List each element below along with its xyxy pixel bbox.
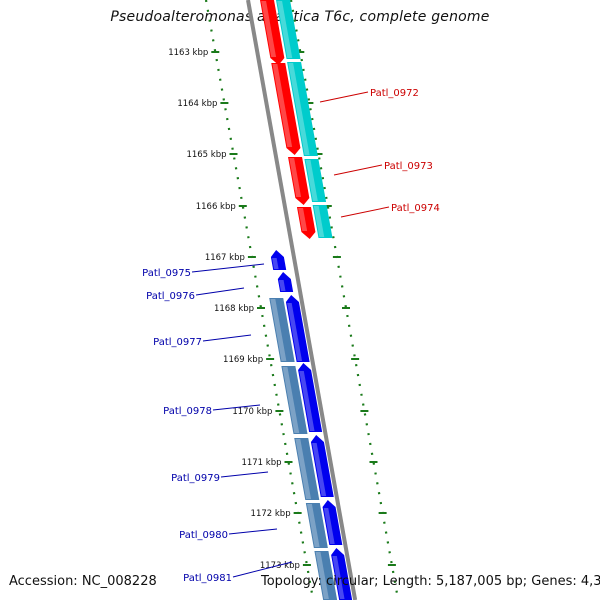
topology-text: Topology: circular; Length: 5,187,005 bp…: [261, 574, 600, 589]
reverse-gene-arrow-highlight: [299, 371, 315, 431]
forward-gene-leader: [333, 164, 383, 176]
reverse-gene-label: Patl_0981: [183, 573, 232, 584]
reverse-cds-block-body: [305, 503, 328, 548]
reverse-cds-block-body: [294, 438, 320, 500]
forward-cds-block-body: [276, 0, 301, 59]
reverse-gene-arrow: [310, 435, 334, 497]
tick-label: 1164 kbp: [177, 99, 217, 109]
tick-label: 1169 kbp: [223, 355, 263, 365]
forward-gene-arrow: [288, 157, 310, 205]
genome-backbone: [246, 0, 358, 600]
forward-gene-arrow-body: [296, 207, 316, 239]
reverse-cds-block: [269, 298, 295, 362]
forward-gene-arrow-highlight: [261, 1, 277, 57]
reverse-cds-block-body: [281, 366, 308, 434]
reverse-gene-arrow: [322, 500, 343, 545]
forward-gene-arrow-body: [271, 63, 301, 155]
reverse-cds-block-body: [314, 551, 338, 600]
reverse-gene-arrow-highlight: [279, 280, 286, 291]
tick-label: 1171 kbp: [241, 458, 281, 468]
forward-cds-block: [304, 159, 327, 202]
reverse-gene-label: Patl_0975: [142, 268, 191, 279]
forward-cds-block-highlight: [305, 160, 318, 201]
reverse-gene-arrow-highlight: [272, 258, 279, 269]
reverse-gene-label: Patl_0979: [171, 473, 220, 484]
forward-gene-arrow-body: [288, 157, 310, 205]
forward-gene-leader: [340, 206, 390, 218]
forward-cds-block: [276, 0, 301, 59]
reverse-cds-block: [294, 438, 320, 500]
tick-label: 1170 kbp: [232, 407, 272, 417]
forward-gene-label: Patl_0972: [370, 88, 419, 99]
reverse-gene-arrow-highlight: [323, 508, 335, 544]
tick-label: 1166 kbp: [196, 202, 236, 212]
forward-cds-block-body: [287, 62, 318, 156]
tick-label: 1167 kbp: [205, 253, 245, 263]
reverse-gene-leader: [228, 528, 278, 535]
tick-label: 1165 kbp: [186, 150, 226, 160]
forward-gene-arrow-highlight: [289, 158, 302, 197]
reverse-gene-leader: [232, 561, 293, 578]
forward-cds-block: [312, 205, 333, 238]
reverse-cds-block-body: [269, 298, 295, 362]
tick-label: 1168 kbp: [214, 304, 254, 314]
reverse-gene-arrow-body: [277, 272, 294, 292]
forward-cds-block-highlight: [277, 1, 293, 58]
genome-title: Pseudoalteromonas atlantica T6c, complet…: [110, 9, 490, 25]
reverse-gene-leader: [202, 334, 252, 342]
reverse-gene-label: Patl_0980: [179, 530, 228, 541]
reverse-cds-block-highlight: [282, 367, 300, 433]
forward-gene-arrow: [271, 63, 301, 155]
forward-cds-block-body: [304, 159, 327, 202]
forward-gene-arrow-highlight: [272, 64, 293, 147]
reverse-cds-block-highlight: [270, 299, 287, 361]
reverse-gene-arrow-highlight: [312, 443, 327, 496]
outer-tick-track: [289, 0, 400, 600]
reverse-cds-block-highlight: [315, 552, 329, 599]
forward-cds-block-body: [312, 205, 333, 238]
reverse-gene-label: Patl_0976: [146, 291, 195, 302]
reverse-gene-arrow-highlight: [332, 556, 345, 599]
accession-text: Accession: NC_008228: [9, 574, 157, 589]
reverse-gene-label: Patl_0978: [163, 406, 212, 417]
reverse-gene-arrow-body: [270, 250, 287, 270]
reverse-gene-arrow: [298, 363, 323, 432]
reverse-cds-block: [305, 503, 328, 548]
reverse-gene-leader: [191, 263, 265, 273]
forward-gene-label: Patl_0973: [384, 161, 433, 172]
reverse-cds-block-highlight: [307, 504, 320, 547]
reverse-gene-arrow: [270, 250, 287, 270]
forward-cds-block-highlight: [288, 63, 310, 155]
tick-label: 1163 kbp: [168, 48, 208, 58]
forward-gene-arrow-highlight: [298, 208, 308, 231]
reverse-gene-arrow: [331, 548, 353, 600]
reverse-gene-arrow-body: [310, 435, 334, 497]
reverse-cds-block: [314, 551, 338, 600]
forward-gene-arrow-body: [260, 0, 285, 65]
reverse-cds-block-highlight: [295, 439, 312, 499]
reverse-gene-arrow-body: [322, 500, 343, 545]
reverse-gene-arrow-highlight: [287, 303, 303, 361]
tick-label: 1173 kbp: [260, 561, 300, 571]
reverse-gene-label: Patl_0977: [153, 337, 202, 348]
forward-cds-block: [287, 62, 318, 156]
reverse-gene-leader: [195, 287, 245, 296]
inner-tick-track: [204, 0, 315, 600]
reverse-gene-arrow-body: [298, 363, 323, 432]
forward-cds-block-highlight: [313, 206, 325, 237]
reverse-gene-arrow-body: [331, 548, 353, 600]
reverse-cds-block: [281, 366, 308, 434]
reverse-gene-arrow-body: [285, 295, 310, 362]
reverse-gene-leader: [212, 404, 261, 411]
forward-gene-label: Patl_0974: [391, 203, 440, 214]
reverse-gene-leader: [220, 471, 269, 478]
forward-gene-leader: [319, 91, 369, 103]
reverse-gene-arrow: [277, 272, 294, 292]
tick-label: 1172 kbp: [251, 509, 291, 519]
forward-gene-arrow: [260, 0, 285, 65]
reverse-gene-arrow: [285, 295, 310, 362]
forward-gene-arrow: [296, 207, 316, 239]
